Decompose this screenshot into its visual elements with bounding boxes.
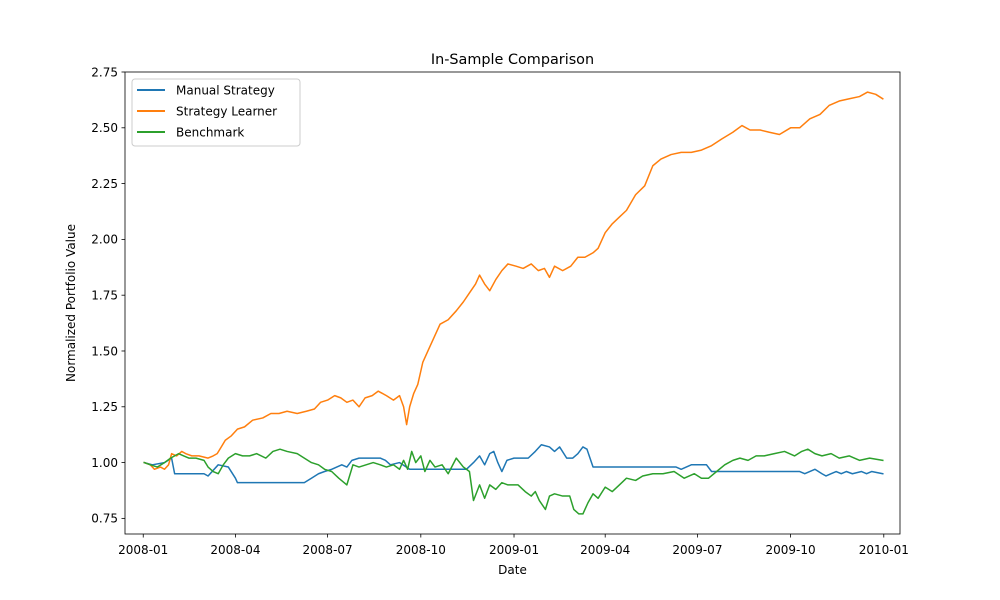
x-tick-label: 2009-04: [580, 543, 630, 557]
x-tick-label: 2008-10: [396, 543, 446, 557]
y-tick-label: 1.25: [91, 400, 118, 414]
x-tick-label: 2010-01: [859, 543, 909, 557]
series-line-benchmark: [143, 448, 884, 515]
x-tick-label: 2009-07: [672, 543, 722, 557]
y-tick-label: 1.50: [91, 344, 118, 358]
y-tick-label: 2.75: [91, 65, 118, 79]
legend-frame: [131, 78, 301, 147]
x-tick-label: 2008-07: [303, 543, 353, 557]
x-tick-label: 2008-04: [210, 543, 260, 557]
y-tick-label: 1.00: [91, 456, 118, 470]
x-tick-label: 2009-10: [766, 543, 816, 557]
legend: Manual Strategy Strategy Learner Benchma…: [131, 78, 301, 147]
plot-area: [125, 72, 900, 534]
x-axis-ticks: 2008-01 2008-04 2008-07 2008-10 2009-01 2009-…: [118, 534, 909, 557]
series-line-manual-strategy: [143, 443, 884, 484]
x-tick-label: 2009-01: [489, 543, 539, 557]
chart-title: In-Sample Comparison: [431, 52, 594, 68]
y-tick-label: 2.50: [91, 121, 118, 135]
y-axis-ticks: 0.75 1.00 1.25 1.50 1.75 2.00 2.25 2.50 2.75: [91, 65, 125, 526]
legend-label-strategy-learner: Strategy Learner: [176, 105, 277, 119]
y-tick-label: 0.75: [91, 512, 118, 526]
x-tick-label: 2008-01: [118, 543, 168, 557]
x-axis-label: Date: [498, 563, 527, 577]
series-line-strategy-learner: [143, 91, 884, 471]
y-tick-label: 2.00: [91, 233, 118, 247]
series-lines: [143, 91, 884, 515]
legend-label-benchmark: Benchmark: [176, 126, 244, 140]
y-tick-label: 1.75: [91, 288, 118, 302]
y-axis-label: Normalized Portfolio Value: [64, 224, 78, 382]
y-tick-label: 2.25: [91, 177, 118, 191]
plot-frame: [124, 71, 901, 535]
legend-label-manual-strategy: Manual Strategy: [176, 84, 275, 98]
